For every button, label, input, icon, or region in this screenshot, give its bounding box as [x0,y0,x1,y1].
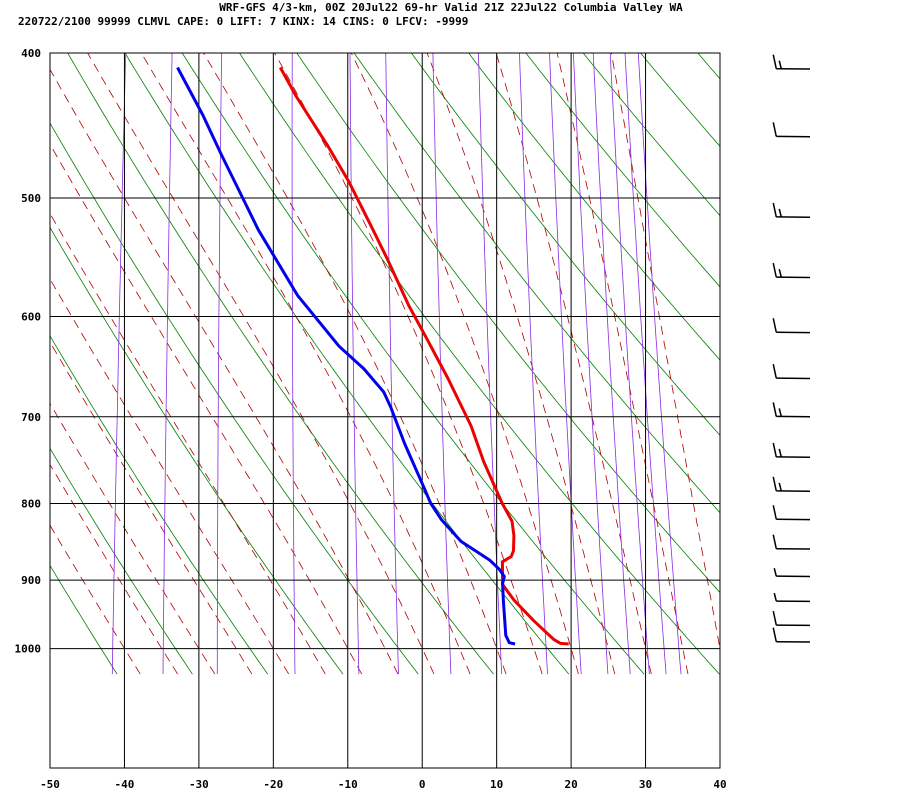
wind-barb [772,122,811,138]
y-tick-label: 700 [21,411,41,424]
mixing-ratio-lines [111,53,682,675]
x-tick-label: -40 [115,778,135,791]
profile-lines [176,66,569,646]
x-tick-label: -10 [338,778,358,791]
moist-adiabat-line [50,278,290,675]
mixing-ratio-line [519,53,548,675]
dry-adiabat-line [50,564,118,675]
dry-adiabat-line [353,53,720,514]
y-tick-label: 500 [21,192,41,205]
wind-barbs [772,54,811,643]
wind-barb [773,567,811,578]
mixing-ratio-line [592,53,631,675]
dry-adiabat-line [181,53,645,675]
dry-adiabat-line [639,53,720,147]
wind-barb [772,364,811,380]
dry-adiabat-line [839,20,900,674]
dry-adiabats [50,20,900,675]
moist-adiabat-line [495,53,652,675]
wind-barb [772,402,811,418]
dry-adiabat-line [582,53,720,217]
wind-barb [772,54,811,70]
adiabats-and-mixing-lines [50,20,900,675]
x-tick-label: 40 [713,778,726,791]
mixing-ratio-line [637,53,682,675]
wind-barb [772,202,811,219]
dry-adiabat-line [67,53,494,675]
mixing-ratio-line [432,53,452,675]
wind-barb [772,610,811,627]
moist-adiabat-line [610,53,720,651]
chart-header-line1: WRF-GFS 4/3-km, 00Z 20Jul22 69-hr Valid … [219,1,683,14]
y-tick-label: 1000 [15,643,42,656]
x-tick-label: 0 [419,778,426,791]
mixing-ratio-line [477,53,503,675]
dry-adiabat-line [468,53,720,361]
y-axis-ticks: 400 500 600 700 800 900 1000 [15,47,42,656]
wind-barb [772,442,811,458]
moist-adiabat-line [556,53,689,675]
mixing-ratio-line [349,53,360,675]
moist-adiabat-line [140,53,471,675]
mixing-ratio-line [216,53,223,675]
moist-adiabat-line [274,53,543,675]
y-tick-label: 600 [21,311,41,324]
temperature-profile-line [278,66,569,646]
mixing-ratio-line [291,53,296,675]
dry-adiabat-line [296,53,720,594]
wind-barb [773,592,811,603]
wind-barb [772,318,811,334]
x-axis-ticks: -50 -40 -30 -20 -10 0 10 20 30 40 [40,778,727,791]
dewpoint-profile-line [176,66,516,646]
wind-barb [772,262,811,279]
mixing-ratio-line [572,53,609,675]
x-tick-label: 20 [564,778,577,791]
chart-header-line2: 220722/2100 99999 CLMVL CAPE: 0 LIFT: 7 … [18,15,468,28]
wind-barb [772,505,811,521]
x-tick-label: -20 [263,778,283,791]
moist-adiabat-line [87,53,435,675]
dry-adiabat-line [239,53,720,675]
x-tick-label: -30 [189,778,209,791]
dry-adiabat-line [726,20,900,674]
y-tick-label: 800 [21,498,41,511]
y-tick-label: 900 [21,574,41,587]
wind-barb [772,627,811,643]
moist-adiabat-line [203,53,507,675]
moist-adiabat-line [50,68,399,675]
x-tick-label: -50 [40,778,60,791]
dry-adiabat-line [50,122,419,675]
wind-barb [772,476,811,492]
moist-adiabat-line [50,212,326,675]
moist-adiabat-line [50,402,216,675]
mixing-ratio-line [385,53,399,675]
moist-adiabat-line [350,53,579,675]
moist-adiabat-line [426,53,616,675]
dry-adiabat-line [525,53,720,288]
dry-adiabat-line [410,53,720,436]
moist-adiabat-line [50,143,363,675]
mixing-ratio-line [162,53,173,675]
x-tick-label: 10 [490,778,503,791]
moist-adiabat-line [50,341,253,675]
moist-adiabats [50,53,720,675]
dry-adiabat-line [895,20,900,674]
mixing-ratio-line [549,53,582,675]
dry-adiabat-line [124,53,570,675]
mixing-ratio-line [624,53,667,675]
y-tick-label: 400 [21,47,41,60]
dry-adiabat-line [50,447,193,675]
plot-frame [49,52,721,769]
dry-adiabat-line [50,226,344,675]
mixing-ratio-line [609,53,650,675]
x-tick-label: 30 [639,778,652,791]
mixing-ratio-line [111,53,127,675]
wind-barb [772,534,811,550]
